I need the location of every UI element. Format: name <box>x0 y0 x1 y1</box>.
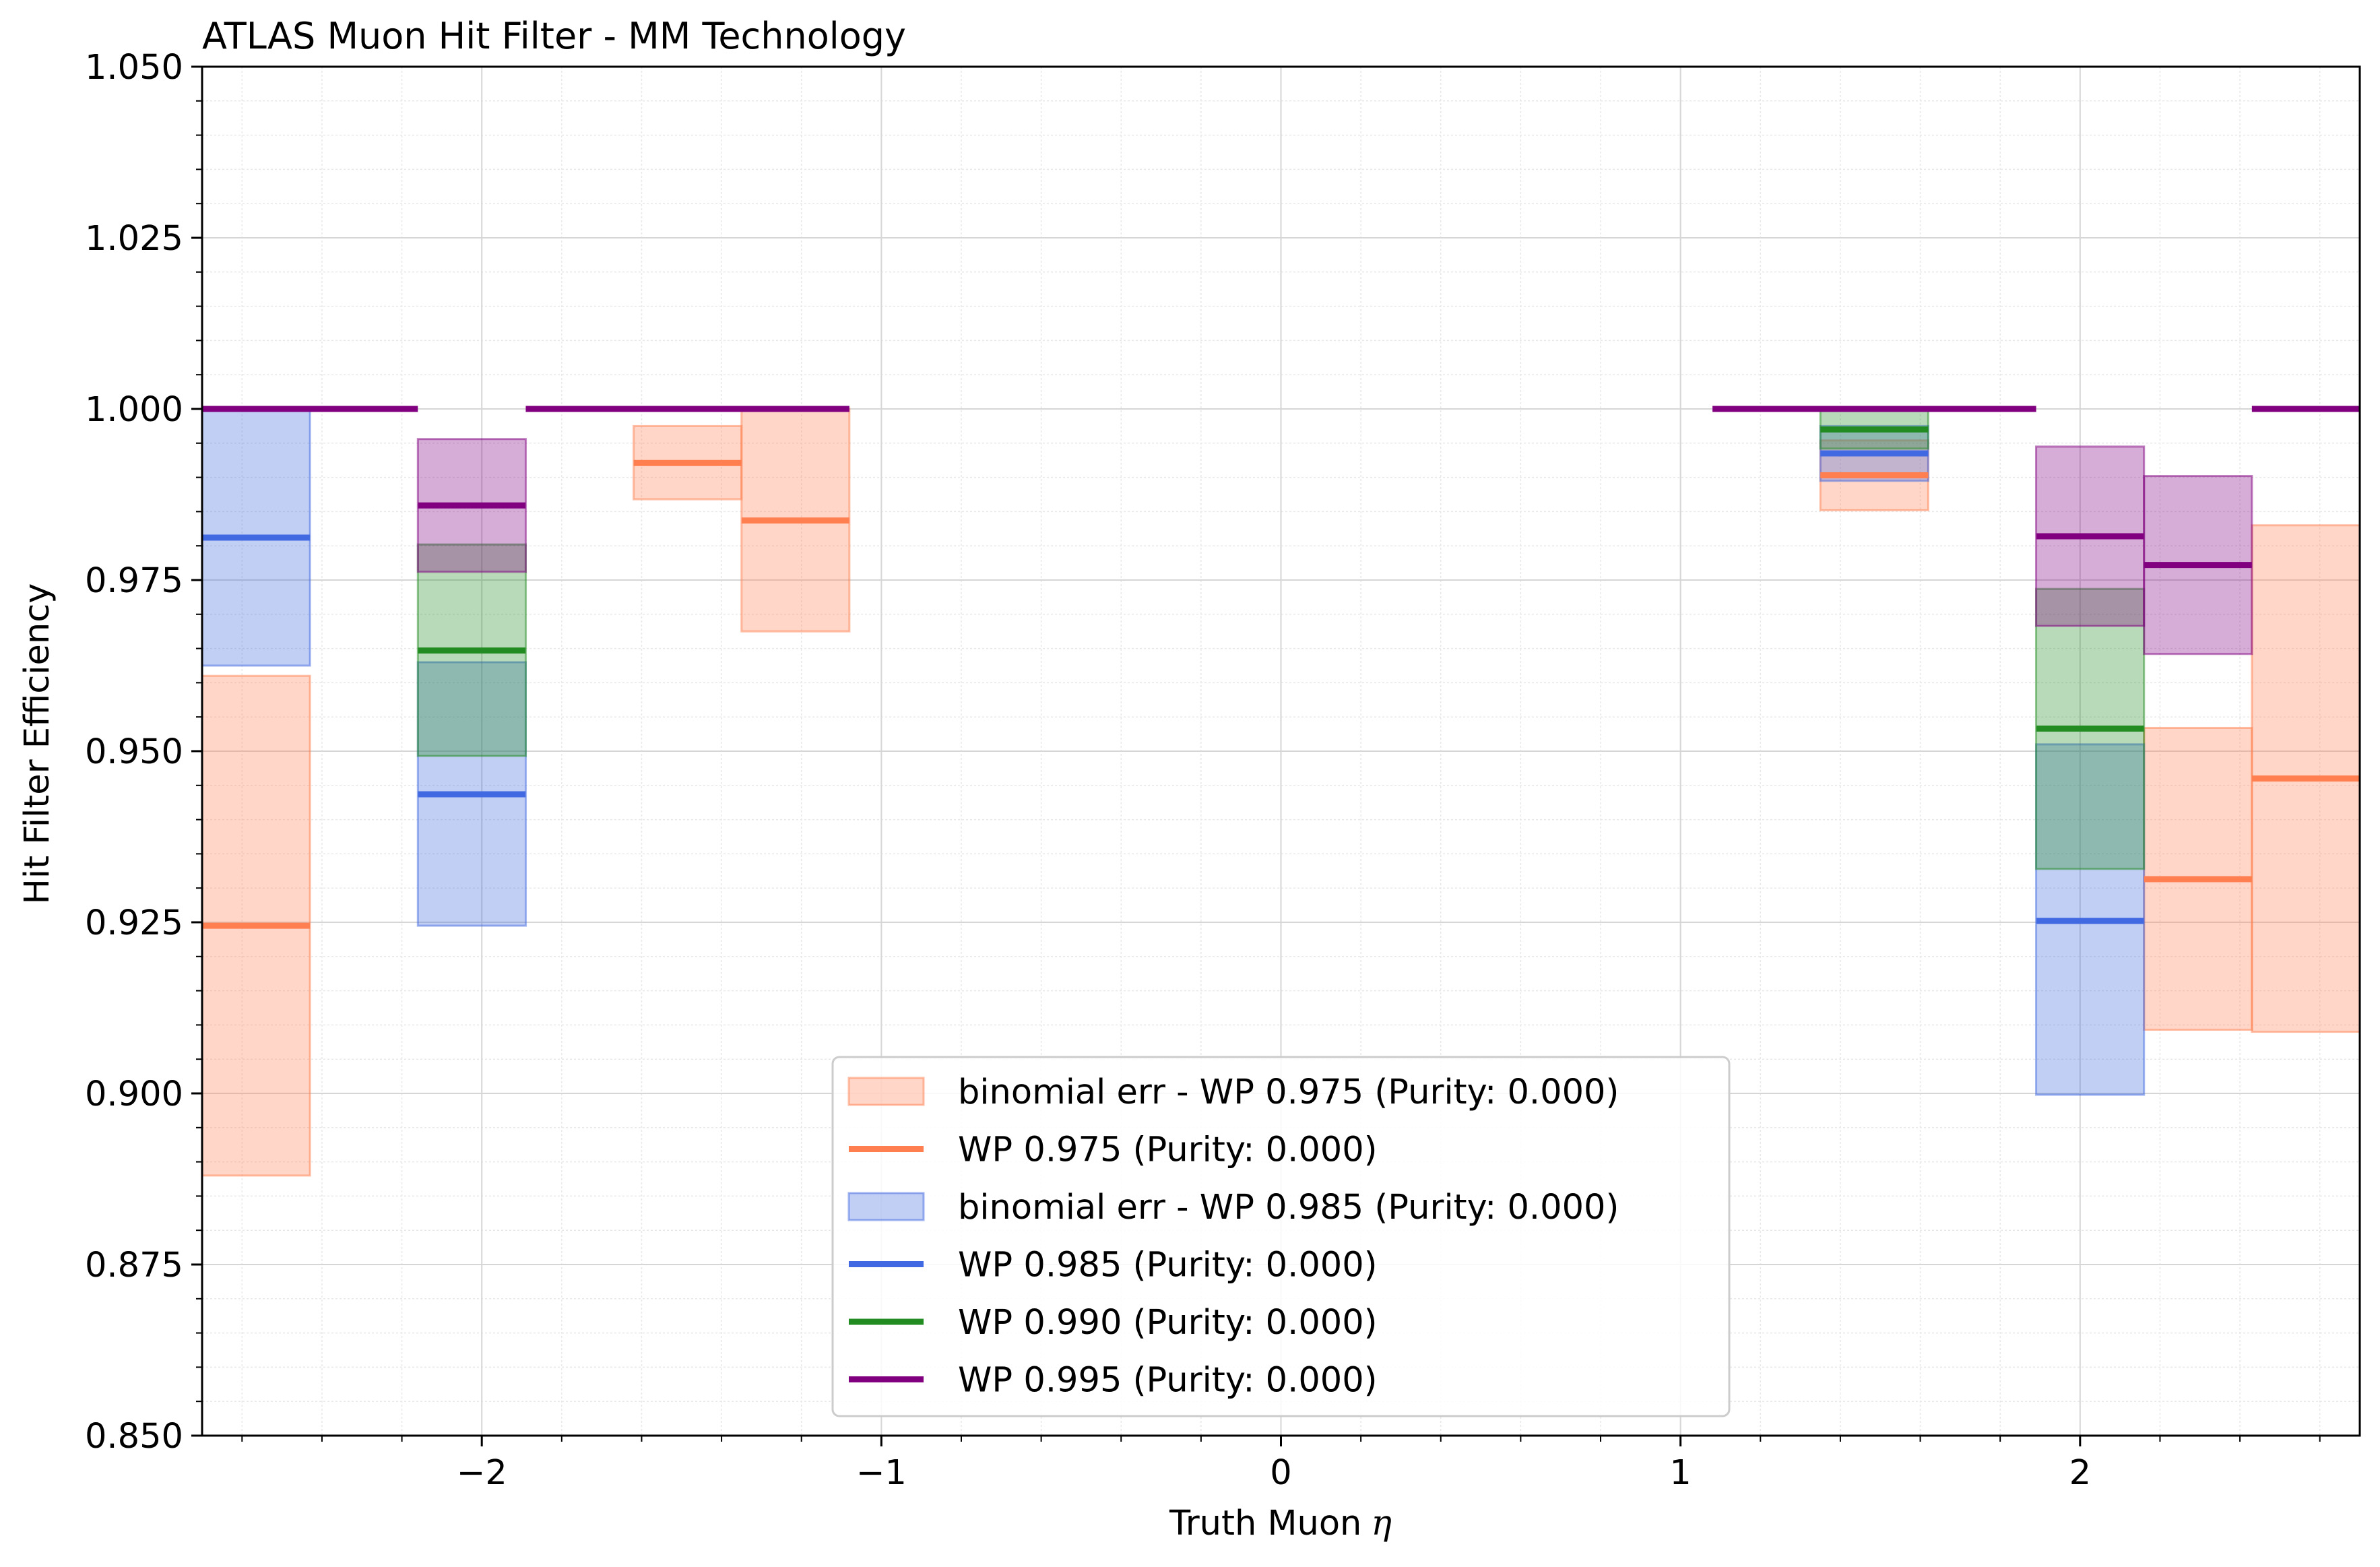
x-axis-title: Truth Muon η <box>1169 1504 1392 1543</box>
legend-swatch-band <box>847 1077 925 1106</box>
y-tick-label: 1.025 <box>85 219 183 259</box>
efficiency-lines <box>202 406 2360 929</box>
y-tick-label: 1.000 <box>85 390 183 430</box>
x-axis-title-text: Truth Muon <box>1169 1504 1361 1543</box>
y-tick-label: 0.925 <box>85 903 183 943</box>
legend-swatch-band <box>847 1192 925 1221</box>
axis-ticks <box>191 65 2321 1446</box>
axis-tick-labels: −2 −1 0 1 2 0.850 0.875 0.900 0.925 0.950 0.975 1.0… <box>85 48 2091 1493</box>
x-tick-label: 1 <box>1669 1453 1691 1493</box>
legend-label: binomial err - WP 0.975 (Purity: 0.000) <box>958 1073 1619 1112</box>
legend-label: WP 0.975 (Purity: 0.000) <box>958 1130 1378 1170</box>
y-tick-label: 0.850 <box>85 1417 183 1457</box>
x-tick-label: −2 <box>457 1453 507 1493</box>
y-tick-label: 0.975 <box>85 561 183 601</box>
x-tick-label: 0 <box>1270 1453 1291 1493</box>
y-tick-label: 0.875 <box>85 1246 183 1285</box>
chart-title: ATLAS Muon Hit Filter - MM Technology <box>202 15 906 57</box>
y-axis-title: Hit Filter Efficiency <box>18 583 57 905</box>
x-tick-label: 2 <box>2069 1453 2091 1493</box>
legend-label: WP 0.985 (Purity: 0.000) <box>958 1246 1378 1285</box>
legend-label: WP 0.990 (Purity: 0.000) <box>958 1303 1378 1343</box>
y-tick-label: 1.050 <box>85 48 183 88</box>
legend-label: binomial err - WP 0.985 (Purity: 0.000) <box>958 1188 1619 1227</box>
x-tick-label: −1 <box>856 1453 907 1493</box>
y-tick-label: 0.900 <box>85 1075 183 1114</box>
legend-box <box>831 1056 1731 1417</box>
x-axis-title-symbol: η <box>1371 1504 1392 1543</box>
legend-label: WP 0.995 (Purity: 0.000) <box>958 1361 1378 1401</box>
legend: binomial err - WP 0.975 (Purity: 0.000) W… <box>831 1056 1731 1417</box>
y-tick-label: 0.950 <box>85 732 183 772</box>
